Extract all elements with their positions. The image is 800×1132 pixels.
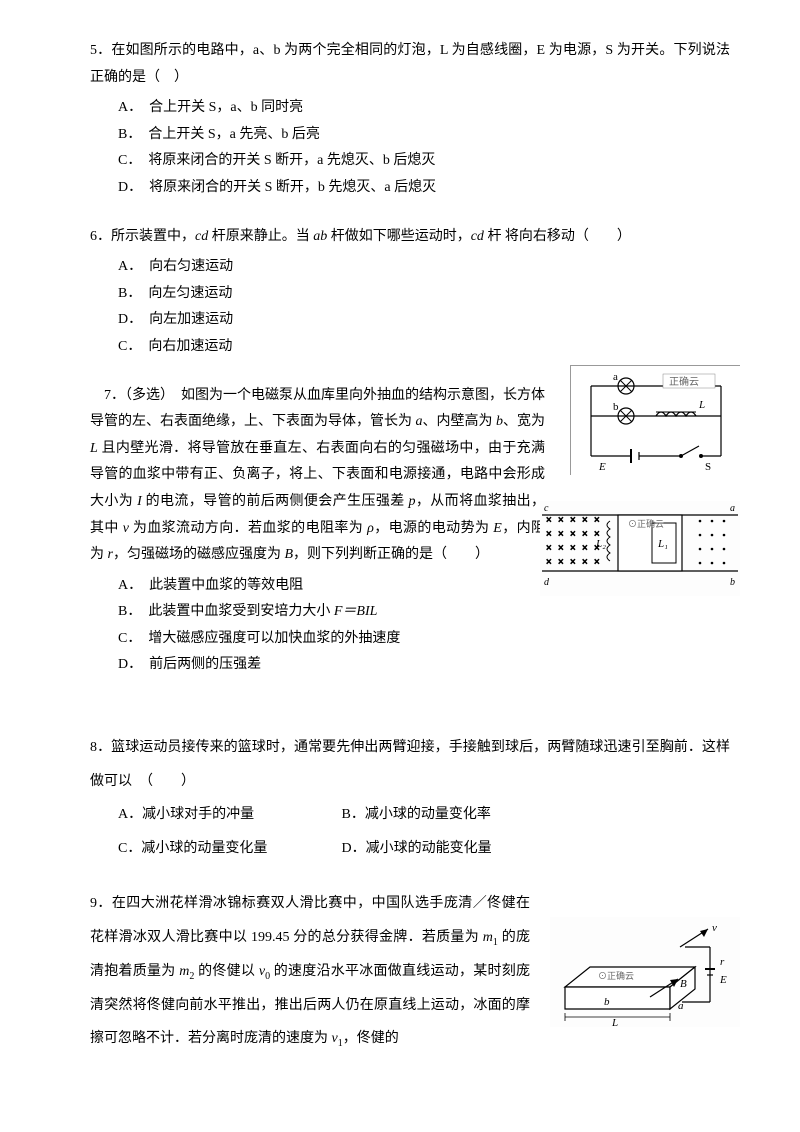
svg-text:d: d (544, 577, 550, 588)
q9-t3: 的佟健以 (194, 964, 258, 979)
q7-opt-c: C． 增大磁感应强度可以加快血浆的外抽速度 (118, 626, 730, 653)
q7-t10: ，匀强磁场的磁感应强度为 (113, 547, 285, 562)
q7-p: p (409, 494, 416, 509)
question-8: 8．篮球运动员接传来的篮球时，通常要先伸出两臂迎接，手接触到球后，两臂随球迅速引… (90, 731, 730, 865)
q7-E: E (493, 521, 502, 536)
q6-cd2: cd (471, 229, 484, 244)
svg-text:r: r (720, 956, 725, 968)
svg-text:正确云: 正确云 (669, 375, 699, 388)
svg-text:×: × (570, 543, 576, 554)
q6-t4: 杆 将向右移动（ ） (484, 229, 631, 244)
q6-opt-d: D． 向左加速运动 (118, 307, 730, 334)
q7-t2: 、内壁高为 (423, 414, 497, 429)
q6-opt-a: A． 向右匀速运动 (118, 254, 730, 281)
q6-options: A． 向右匀速运动 B． 向左匀速运动 D． 向左加速运动 C． 向右加速运动 (90, 254, 730, 360)
svg-text:b: b (613, 401, 619, 413)
svg-text:×: × (594, 515, 600, 526)
q5-opt-c: C． 将原来闭合的开关 S 断开，a 先熄灭、b 后熄灭 (118, 148, 730, 175)
q9-m1: m (483, 930, 493, 945)
q5-stem: 5．在如图所示的电路中，a、b 为两个完全相同的灯泡，L 为自感线圈，E 为电源… (90, 38, 730, 91)
q7-b: b (496, 414, 503, 429)
q7-t5: 的电流，导管的前后两侧便会产生压强差 (142, 494, 409, 509)
q5-opt-a: A． 合上开关 S，a、b 同时亮 (118, 95, 730, 122)
q9-m2: m (179, 964, 189, 979)
svg-text:b: b (730, 577, 735, 588)
svg-text:×: × (582, 529, 588, 540)
svg-text:L: L (698, 399, 705, 411)
figure-circuit: a b L E S 正确云 (570, 365, 740, 475)
svg-text:E: E (598, 461, 606, 473)
svg-text:×: × (558, 543, 564, 554)
svg-text:E: E (719, 974, 727, 986)
svg-text:a: a (730, 503, 735, 514)
svg-text:×: × (558, 557, 564, 568)
q8-opt-b: B．减小球的动量变化率 (342, 798, 562, 832)
q7-a: a (416, 414, 423, 429)
q9-t5: ，佟健的 (343, 1031, 399, 1046)
svg-text:v: v (712, 922, 717, 934)
q6-opt-c: C． 向右加速运动 (118, 334, 730, 361)
q8-opt-a: A．减小球对手的冲量 (118, 798, 338, 832)
q7-t8: ，电源的电动势为 (374, 521, 493, 536)
q8-options: A．减小球对手的冲量 B．减小球的动量变化率 C．减小球的动量变化量 D．减小球… (90, 798, 730, 865)
svg-text:×: × (546, 543, 552, 554)
q7-L: L (90, 441, 98, 456)
q6-t2: 杆原来静止。当 (208, 229, 313, 244)
q7-opt-b-pre: B． 此装置中血浆受到安培力大小 (118, 604, 334, 619)
q5-opt-d: D． 将原来闭合的开关 S 断开，b 先熄灭、a 后熄灭 (118, 175, 730, 202)
q8-opt-c: C．减小球的动量变化量 (118, 832, 338, 866)
svg-text:c: c (544, 503, 549, 514)
q7-rho: ρ (367, 521, 374, 536)
svg-text:×: × (582, 557, 588, 568)
svg-text:×: × (570, 515, 576, 526)
q6-stem: 6．所示装置中，cd 杆原来静止。当 ab 杆做如下哪些运动时，cd 杆 将向右… (90, 224, 730, 251)
q5-options: A． 合上开关 S，a、b 同时亮 B． 合上开关 S，a 先亮、b 后亮 C．… (90, 95, 730, 201)
svg-text:a: a (613, 371, 618, 383)
question-6: 6．所示装置中，cd 杆原来静止。当 ab 杆做如下哪些运动时，cd 杆 将向右… (90, 224, 730, 361)
q7-B: B (284, 547, 293, 562)
svg-text:×: × (546, 515, 552, 526)
svg-text:×: × (570, 557, 576, 568)
q5-opt-b: B． 合上开关 S，a 先亮、b 后亮 (118, 122, 730, 149)
q7-t3: 、宽为 (503, 414, 545, 429)
q6-ab: ab (313, 229, 327, 244)
question-9: v B r E L b a ⊙正确云 9．在四大洲花样滑冰锦标赛双人滑比赛中，中… (90, 887, 730, 1056)
svg-text:S: S (705, 461, 711, 473)
q8-stem: 8．篮球运动员接传来的篮球时，通常要先伸出两臂迎接，手接触到球后，两臂随球迅速引… (90, 731, 730, 798)
svg-text:×: × (546, 529, 552, 540)
svg-text:⊙正确云: ⊙正确云 (598, 970, 634, 981)
q9-t1: 9．在四大洲花样滑冰锦标赛双人滑比赛中，中国队选手庞清／佟健在花样滑冰双人滑比赛… (90, 896, 530, 945)
svg-text:L₁: L₁ (657, 538, 668, 550)
q7-opt-b: B． 此装置中血浆受到安培力大小 F＝BIL (118, 599, 730, 626)
question-5: 5．在如图所示的电路中，a、b 为两个完全相同的灯泡，L 为自感线圈，E 为电源… (90, 38, 730, 202)
svg-text:B: B (680, 978, 687, 990)
q6-cd: cd (195, 229, 208, 244)
question-7: a b L E S 正确云 ××××× ××××× ××××× ××××× (90, 383, 730, 680)
svg-text:L₂: L₂ (595, 538, 606, 550)
svg-text:b: b (604, 996, 610, 1008)
svg-text:×: × (594, 557, 600, 568)
svg-text:⊙正确云: ⊙正确云 (628, 518, 664, 529)
q6-t3: 杆做如下哪些运动时， (327, 229, 471, 244)
q7-opt-d: D． 前后两侧的压强差 (118, 652, 730, 679)
svg-text:L: L (611, 1017, 618, 1027)
svg-text:×: × (546, 557, 552, 568)
q6-t1: 6．所示装置中， (90, 229, 195, 244)
q8-opt-d: D．减小球的动能变化量 (342, 832, 562, 866)
svg-text:×: × (558, 515, 564, 526)
q7-t7: 为血浆流动方向．若血浆的电阻率为 (129, 521, 367, 536)
spacer (90, 701, 730, 731)
q6-opt-b: B． 向左匀速运动 (118, 281, 730, 308)
figure-rails: ××××× ××××× ××××× ××××× c (540, 501, 740, 596)
svg-text:×: × (558, 529, 564, 540)
svg-text:×: × (582, 543, 588, 554)
svg-text:×: × (582, 515, 588, 526)
q7-t11: ，则下列判断正确的是（ ） (293, 547, 489, 562)
figure-pump: v B r E L b a ⊙正确云 (550, 917, 740, 1027)
svg-text:×: × (570, 529, 576, 540)
q7-opt-b-eq: F＝BIL (334, 604, 378, 619)
svg-text:a: a (678, 1000, 684, 1012)
